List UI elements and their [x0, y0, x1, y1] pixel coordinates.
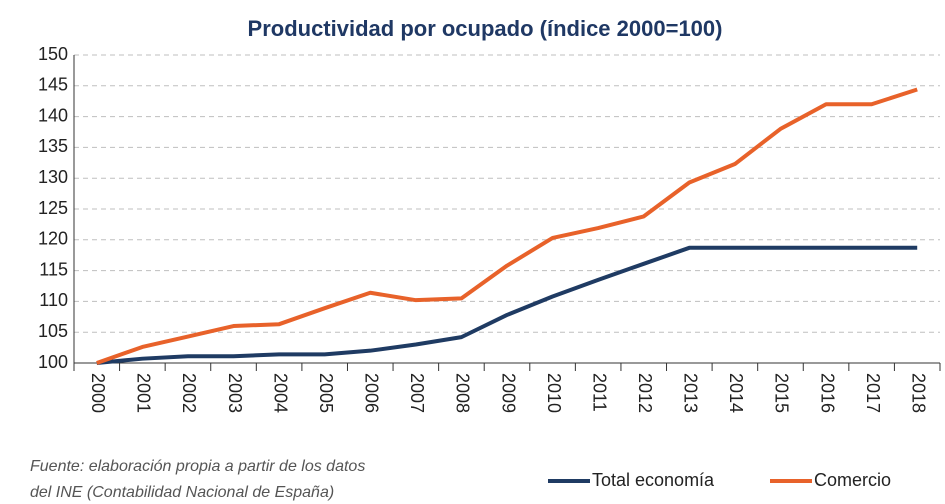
x-tick-label: 2015: [772, 373, 792, 413]
source-note: Fuente: elaboración propia a partir de l…: [30, 458, 365, 475]
y-tick-label: 105: [38, 321, 68, 341]
x-tick-label: 2010: [544, 373, 564, 413]
legend-label: Comercio: [814, 470, 891, 490]
source-note: del INE (Contabilidad Nacional de España…: [30, 484, 334, 501]
x-tick-label: 2006: [362, 373, 382, 413]
x-tick-label: 2014: [726, 373, 746, 413]
x-tick-label: 2018: [908, 373, 928, 413]
x-tick-label: 2012: [635, 373, 655, 413]
y-tick-label: 130: [38, 167, 68, 187]
x-tick-label: 2013: [681, 373, 701, 413]
x-tick-label: 2016: [817, 373, 837, 413]
y-tick-label: 140: [38, 105, 68, 125]
y-tick-label: 150: [38, 44, 68, 64]
x-tick-label: 2004: [270, 373, 290, 413]
series-line: [96, 87, 918, 365]
y-tick-label: 125: [38, 198, 68, 218]
y-tick-label: 120: [38, 229, 68, 249]
y-tick-label: 115: [39, 259, 68, 279]
x-tick-label: 2011: [589, 373, 609, 412]
x-tick-label: 2001: [134, 373, 154, 413]
x-tick-label: 2005: [316, 373, 336, 413]
y-tick-label: 145: [38, 75, 68, 95]
chart-title: Productividad por ocupado (índice 2000=1…: [248, 16, 723, 41]
x-tick-label: 2017: [863, 373, 883, 413]
x-tick-label: 2007: [407, 373, 427, 413]
x-tick-label: 2008: [453, 373, 473, 413]
x-tick-label: 2000: [88, 373, 108, 413]
x-tick-label: 2003: [225, 373, 245, 413]
y-tick-label: 110: [39, 290, 68, 310]
x-tick-label: 2009: [498, 373, 518, 413]
y-tick-label: 100: [38, 352, 68, 372]
series-line: [96, 245, 918, 365]
x-tick-label: 2002: [179, 373, 199, 413]
legend-label: Total economía: [592, 470, 715, 490]
y-tick-label: 135: [38, 136, 68, 156]
